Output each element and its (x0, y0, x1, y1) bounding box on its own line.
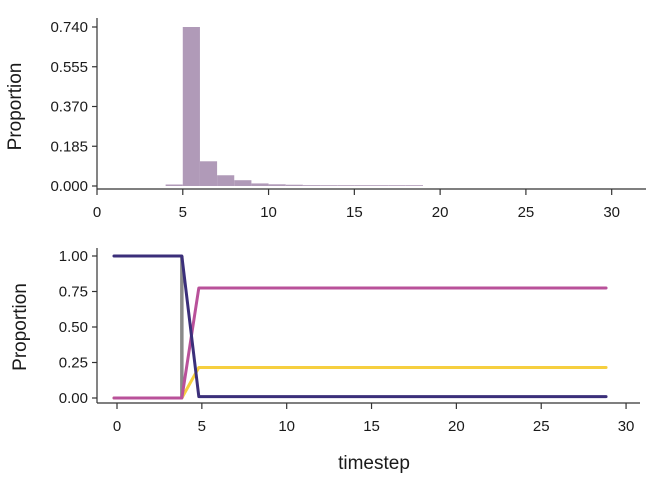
histogram-bar (268, 184, 286, 186)
x-tick-label: 10 (278, 418, 295, 435)
y-tick-label: 0.740 (50, 19, 88, 36)
histogram-bar (217, 175, 235, 186)
histogram-bar (320, 185, 338, 186)
series-line-0 (112, 254, 608, 399)
x-tick-label: 10 (260, 204, 277, 221)
histogram-bar (302, 185, 321, 186)
histogram-bar (234, 180, 252, 186)
x-tick-label: 0 (113, 418, 121, 435)
x-axis-title: timestep (338, 453, 410, 474)
histogram-bar (405, 185, 423, 186)
x-tick-label: 15 (363, 418, 380, 435)
histogram-bar (371, 185, 389, 186)
line-chart-panel: 0.00 0.25 0.50 0.75 1.00 0 5 10 15 20 25 30 Proporti… (10, 248, 640, 474)
y-tick-label: 0.50 (59, 319, 88, 336)
y-tick-label: 0.555 (50, 59, 88, 76)
x-tick-label: 0 (93, 204, 101, 221)
histogram-panel: 0.000 0.185 0.370 0.555 0.740 0 5 10 15 20 25 30 Pro… (5, 18, 646, 221)
y-tick-label: 0.25 (59, 355, 88, 372)
histogram-bar (354, 185, 372, 186)
series-line-1 (112, 286, 608, 400)
x-tick-label: 25 (533, 418, 550, 435)
x-tick-label: 30 (618, 418, 635, 435)
y-tick-label: 0.185 (50, 138, 88, 155)
series-line-2 (112, 365, 608, 400)
histogram-bar (251, 183, 269, 186)
y-tick-label: 1.00 (59, 248, 88, 265)
histogram-bar (337, 185, 355, 186)
x-tick-label: 15 (346, 204, 363, 221)
x-tick-label: 20 (448, 418, 465, 435)
x-tick-label: 5 (198, 418, 206, 435)
histogram-bar (165, 184, 183, 186)
x-tick-label: 5 (179, 204, 187, 221)
histogram-bar (388, 185, 406, 186)
x-tick-label: 30 (603, 204, 620, 221)
y-tick-label: 0.00 (59, 390, 88, 407)
x-tick-label: 20 (432, 204, 449, 221)
x-tick-label: 25 (518, 204, 535, 221)
y-tick-label: 0.75 (59, 284, 88, 301)
y-tick-label: 0.370 (50, 99, 88, 116)
histogram-bar (182, 27, 200, 186)
histogram-bar (285, 184, 303, 186)
y-axis-title: Proportion (5, 63, 26, 151)
histogram-bar (199, 161, 218, 186)
y-tick-label: 0.000 (50, 178, 88, 195)
y-axis-title: Proportion (10, 283, 31, 371)
